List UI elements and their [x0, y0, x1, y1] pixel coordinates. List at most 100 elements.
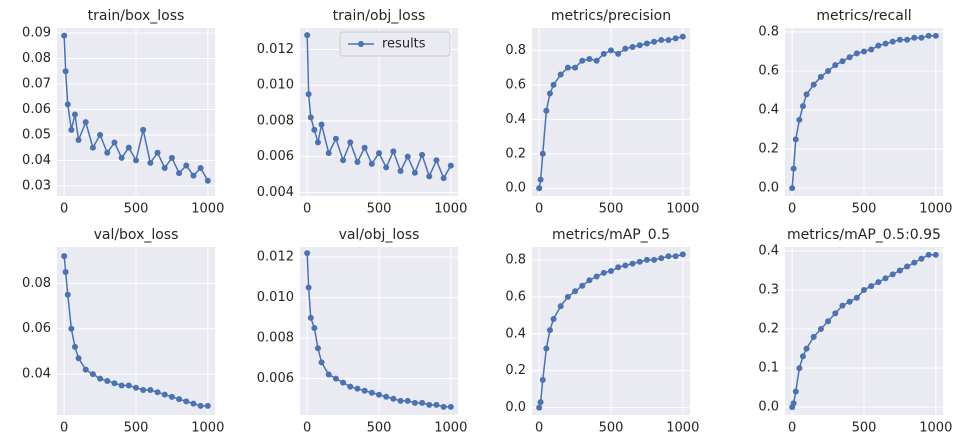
point: [904, 36, 911, 43]
point: [564, 64, 571, 71]
point: [679, 33, 686, 40]
x-tick-label: 0: [60, 421, 68, 436]
point: [579, 57, 586, 64]
point: [168, 154, 175, 161]
point: [925, 32, 932, 39]
x-tick-label: 500: [124, 421, 149, 436]
point: [832, 62, 839, 69]
x-tick-label: 0: [60, 202, 68, 217]
point: [368, 160, 375, 167]
y-tick-label: 0.6: [505, 289, 526, 304]
point: [75, 355, 82, 362]
point: [651, 38, 658, 45]
point: [537, 176, 544, 183]
point: [354, 159, 361, 166]
point: [622, 45, 629, 52]
point: [557, 303, 564, 310]
point: [810, 333, 817, 340]
point: [839, 302, 846, 309]
point: [176, 396, 183, 403]
x-tick-label: 0: [303, 202, 311, 217]
x-tick-label: 500: [124, 202, 149, 217]
point: [896, 267, 903, 274]
point: [572, 288, 579, 295]
y-tick-label: 0.2: [758, 322, 779, 337]
point: [853, 294, 860, 301]
subplot: train/box_loss 0.03 0.04 0.05 0.06 0.07 0.08 0.…: [22, 8, 224, 217]
point: [404, 397, 411, 404]
chart-title: train/box_loss: [88, 8, 185, 24]
x-tick-label: 500: [852, 421, 877, 436]
y-tick-label: 0.2: [505, 146, 526, 161]
point: [846, 298, 853, 305]
point: [799, 103, 806, 110]
x-tick-label: 1000: [919, 202, 952, 217]
y-tick-label: 0.06: [22, 321, 51, 336]
y-tick-label: 0.0: [505, 400, 526, 415]
y-tick-label: 0.06: [22, 102, 51, 117]
point: [925, 251, 932, 258]
point: [882, 40, 889, 47]
point: [390, 395, 397, 402]
point: [868, 46, 875, 53]
point: [383, 164, 390, 171]
point: [643, 256, 650, 263]
x-tick-label: 1000: [666, 421, 699, 436]
point: [361, 387, 368, 394]
x-tick-label: 1000: [434, 421, 467, 436]
legend-label: results: [382, 37, 426, 52]
y-tick-label: 0.0: [505, 181, 526, 196]
point: [889, 271, 896, 278]
point: [665, 253, 672, 260]
y-tick-label: 0.03: [22, 178, 51, 193]
point: [97, 375, 104, 382]
x-tick-label: 1000: [191, 202, 224, 217]
point: [651, 256, 658, 263]
y-tick-label: 0.04: [22, 367, 51, 382]
point: [550, 316, 557, 322]
point: [904, 263, 911, 270]
point: [629, 43, 636, 50]
point: [803, 91, 810, 98]
subplot: val/obj_loss 0.006 0.008 0.010 0.012 0 500 1000: [257, 227, 468, 436]
point: [168, 393, 175, 400]
point: [340, 157, 347, 164]
x-tick-label: 0: [535, 421, 543, 436]
point: [789, 185, 796, 192]
point: [183, 162, 190, 169]
point: [111, 139, 118, 146]
point: [61, 253, 68, 260]
point: [875, 42, 882, 49]
point: [792, 388, 799, 395]
point: [792, 136, 799, 143]
point: [82, 366, 89, 373]
point: [125, 382, 132, 389]
point: [636, 258, 643, 265]
point: [332, 375, 339, 382]
point: [608, 268, 614, 274]
point: [810, 81, 817, 88]
point: [932, 32, 939, 39]
y-tick-label: 0.2: [505, 363, 526, 378]
point: [426, 173, 433, 180]
chart-title: metrics/mAP_0.5: [552, 227, 670, 243]
point: [608, 47, 614, 54]
point: [197, 402, 204, 409]
point: [615, 264, 622, 271]
point: [347, 139, 354, 146]
point: [419, 399, 426, 406]
x-tick-label: 1000: [434, 202, 467, 217]
point: [817, 73, 824, 80]
x-tick-label: 500: [367, 421, 392, 436]
x-tick-label: 500: [367, 202, 392, 217]
point: [572, 64, 579, 71]
point: [318, 121, 325, 128]
y-tick-label: 0.08: [22, 276, 51, 291]
point: [161, 165, 168, 171]
y-tick-label: 0.09: [22, 26, 51, 41]
point: [679, 251, 686, 258]
point: [672, 35, 679, 42]
x-tick-label: 0: [788, 421, 796, 436]
point: [183, 398, 190, 405]
